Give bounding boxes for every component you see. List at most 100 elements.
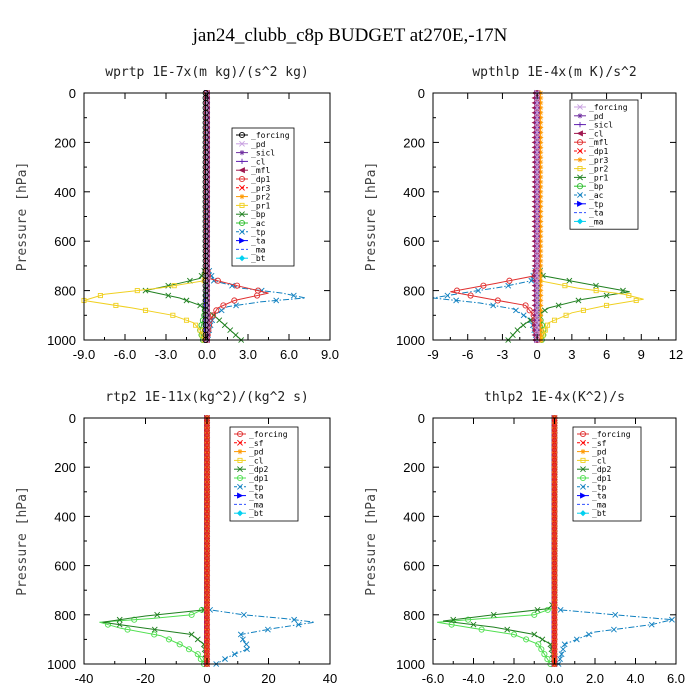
- series-point: [534, 272, 541, 279]
- series-point: [538, 115, 544, 121]
- series-point: [534, 233, 541, 240]
- legend-marker: [577, 200, 584, 207]
- series-point: [97, 293, 103, 299]
- x-tick-label: 6: [603, 347, 610, 362]
- y-tick-label: 0: [418, 86, 425, 101]
- series-point: [490, 611, 497, 618]
- legend: _forcing_sf_pd_cl_dp2_dp1_tp_ta_ma_bt: [229, 426, 299, 522]
- x-tick-label: -6: [462, 347, 474, 362]
- y-tick-label: 800: [54, 284, 76, 299]
- series-point: [231, 297, 238, 304]
- series-point: [555, 302, 562, 309]
- legend-marker: [239, 140, 245, 147]
- y-tick-label: 800: [54, 608, 76, 623]
- series-point: [534, 134, 541, 141]
- series-point: [444, 292, 451, 299]
- series-point: [244, 646, 250, 653]
- legend-marker: [577, 157, 583, 163]
- series-point: [593, 288, 599, 294]
- series-point: [170, 312, 176, 318]
- series-point: [113, 302, 119, 308]
- series-point: [566, 277, 573, 284]
- series-point: [593, 282, 599, 289]
- legend-marker: [239, 237, 246, 244]
- y-tick-label: 400: [54, 509, 76, 524]
- series-point: [534, 292, 541, 299]
- series-point: [134, 288, 140, 294]
- series-point: [233, 302, 239, 309]
- legend-marker: [238, 219, 246, 227]
- legend-entry: _sicl: [589, 121, 613, 130]
- series-point: [538, 120, 544, 126]
- legend-marker: [577, 104, 583, 110]
- x-tick-label: 40: [323, 671, 337, 686]
- series-point: [528, 277, 535, 284]
- series-point: [291, 616, 298, 623]
- series-point: [558, 651, 565, 658]
- series-point: [221, 322, 228, 329]
- series-point: [544, 656, 551, 663]
- y-tick-label: 600: [403, 559, 425, 574]
- series-line: [145, 93, 242, 341]
- y-tick-label: 400: [403, 185, 425, 200]
- series-point: [520, 322, 527, 329]
- x-tick-label: 2.0: [586, 671, 604, 686]
- x-tick-label: 4.0: [626, 671, 644, 686]
- series-point: [538, 258, 544, 264]
- series-point: [231, 651, 238, 658]
- legend-marker: [577, 122, 583, 128]
- series-point: [575, 297, 582, 304]
- series-point: [538, 646, 545, 653]
- series-point: [561, 641, 568, 648]
- series-point: [538, 233, 544, 239]
- y-tick-label: 0: [69, 411, 76, 426]
- legend-entry: _ma: [589, 217, 604, 226]
- series-point: [538, 159, 544, 165]
- legend-entry: _ma: [251, 245, 266, 254]
- series-point: [183, 297, 190, 304]
- series-point: [534, 188, 541, 195]
- chart-panel: wprtp 1E-7x(m kg)/(s^2 kg) Pressure [hPa]…: [15, 65, 339, 362]
- series-point: [580, 307, 586, 313]
- series-point: [534, 99, 541, 106]
- x-tick-label: 0: [534, 347, 541, 362]
- series-point: [538, 312, 544, 318]
- series-point: [560, 646, 567, 653]
- series-point: [209, 312, 217, 319]
- series-point: [538, 95, 544, 101]
- legend-entry: _cl: [592, 456, 607, 465]
- series-point: [538, 184, 544, 190]
- series-point: [104, 621, 112, 628]
- legend-entry: _ta: [592, 492, 607, 501]
- series-point: [538, 144, 544, 150]
- series-point: [534, 267, 541, 274]
- legend-entry: _mfl: [251, 166, 270, 175]
- series-point: [538, 288, 544, 294]
- y-tick-label: 800: [403, 608, 425, 623]
- series-point: [538, 154, 544, 160]
- chart-title: wprtp 1E-7x(m kg)/(s^2 kg): [105, 65, 309, 80]
- series-point: [218, 307, 225, 314]
- series-point: [538, 208, 544, 215]
- legend-marker: [580, 439, 586, 446]
- series-point: [534, 104, 541, 111]
- series-point: [604, 302, 610, 308]
- series-line: [432, 93, 538, 341]
- x-tick-label: 12: [669, 347, 683, 362]
- legend-marker: [236, 430, 244, 438]
- legend-entry: _ac: [251, 219, 266, 228]
- series-point: [538, 248, 544, 254]
- series-point: [538, 243, 544, 249]
- series-point: [142, 287, 149, 294]
- legend-entry: _dp1: [592, 474, 611, 483]
- legend-marker: [237, 483, 243, 490]
- y-axis-label: Pressure [hPa]: [364, 162, 379, 272]
- x-tick-label: 20: [261, 671, 275, 686]
- y-axis-label: Pressure [hPa]: [15, 162, 30, 272]
- legend-entry: _forcing: [249, 430, 288, 439]
- y-tick-label: 0: [69, 86, 76, 101]
- legend-marker: [576, 218, 584, 225]
- y-tick-label: 400: [54, 185, 76, 200]
- legend-entry: _dp2: [249, 465, 268, 474]
- x-tick-label: 3: [568, 347, 575, 362]
